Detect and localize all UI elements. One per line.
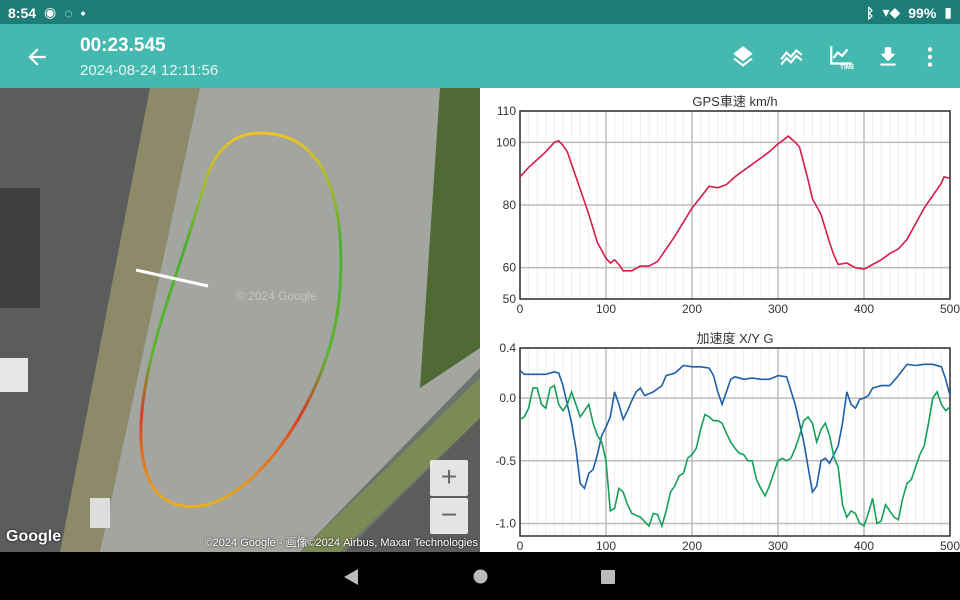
charts-panel: 0 100 200 300 400 500 50 60 80 100 110 GPS車速 km/h 0… <box>480 88 960 553</box>
series-line-0 <box>519 135 951 272</box>
battery-charging-icon: ▮ <box>944 4 952 20</box>
y-tick-label: 100 <box>496 135 516 149</box>
download-icon[interactable] <box>875 44 901 70</box>
x-tick-label: 0 <box>517 539 524 553</box>
acceleration-chart: 0 100 200 300 400 500 0.4 0.0 -0.5 -1.0 加速度 X/Y G <box>495 331 960 553</box>
battery-text: 99% <box>908 4 937 21</box>
zoom-in-button[interactable]: + <box>430 460 468 496</box>
svg-text:TIME: TIME <box>840 64 854 70</box>
chat-icon: ◌ <box>64 4 73 21</box>
status-bar: 8:54 ◉ ◌ • ᛒ ▾◆ 99% ▮ <box>0 0 960 24</box>
x-tick-label: 100 <box>596 302 616 316</box>
more-vert-icon[interactable] <box>917 44 943 70</box>
x-tick-label: 100 <box>596 539 616 553</box>
y-tick-label: -0.5 <box>495 454 516 468</box>
x-tick-label: 0 <box>517 302 524 316</box>
y-tick-label: 50 <box>503 292 517 306</box>
navigation-bar <box>0 552 960 600</box>
speed-chart: 0 100 200 300 400 500 50 60 80 100 110 GPS車速 km/h <box>496 94 960 316</box>
clock: 8:54 <box>8 4 37 21</box>
y-tick-label: 110 <box>497 104 516 118</box>
lap-time-title: 00:23.545 <box>80 35 166 56</box>
chart-title: 加速度 X/Y G <box>696 331 773 346</box>
track-line <box>139 131 343 508</box>
x-tick-label: 300 <box>768 302 788 316</box>
zoom-out-button[interactable]: − <box>430 498 468 534</box>
nav-home-icon[interactable] <box>473 569 488 584</box>
layers-icon[interactable] <box>730 44 756 70</box>
plot-border <box>519 110 951 300</box>
y-tick-label: 0.0 <box>499 391 516 405</box>
x-tick-label: 200 <box>682 539 702 553</box>
map-watermark: © 2024 Google <box>236 289 317 303</box>
x-tick-label: 500 <box>940 302 960 316</box>
dot-icon: • <box>80 4 86 21</box>
app-notification-icon: ◉ <box>44 4 57 20</box>
x-tick-label: 500 <box>940 539 960 553</box>
series-line-0 <box>519 363 951 495</box>
y-tick-label: 0.4 <box>499 341 516 355</box>
nav-back-icon[interactable] <box>344 569 358 585</box>
x-tick-label: 300 <box>768 539 788 553</box>
compare-laps-icon[interactable] <box>779 44 805 70</box>
y-tick-label: 80 <box>503 198 517 212</box>
x-tick-label: 400 <box>854 539 874 553</box>
plot-border <box>519 347 951 537</box>
chart-title: GPS車速 km/h <box>692 94 777 109</box>
wifi-icon: ▾◆ <box>882 4 901 20</box>
position-marker <box>135 268 209 288</box>
back-arrow-icon[interactable] <box>24 44 50 70</box>
session-datetime: 2024-08-24 12:11:56 <box>80 62 219 79</box>
satellite-map[interactable]: © 2024 Google + − Google ©2024 Google - … <box>0 88 480 552</box>
x-tick-label: 400 <box>854 302 874 316</box>
bluetooth-icon: ᛒ <box>866 4 875 21</box>
series-line-1 <box>519 384 951 529</box>
app-bar: 00:23.545 2024-08-24 12:11:56 TIME <box>0 24 960 88</box>
y-tick-label: -1.0 <box>495 516 516 530</box>
y-tick-label: 60 <box>503 261 517 275</box>
time-chart-icon[interactable]: TIME <box>828 44 854 70</box>
nav-recents-icon[interactable] <box>601 570 615 584</box>
map-attribution: ©2024 Google - 画像©2024 Airbus, Maxar Tec… <box>204 537 478 549</box>
google-logo: Google <box>6 528 62 545</box>
x-tick-label: 200 <box>682 302 702 316</box>
map-imagery: © 2024 Google <box>0 88 480 552</box>
